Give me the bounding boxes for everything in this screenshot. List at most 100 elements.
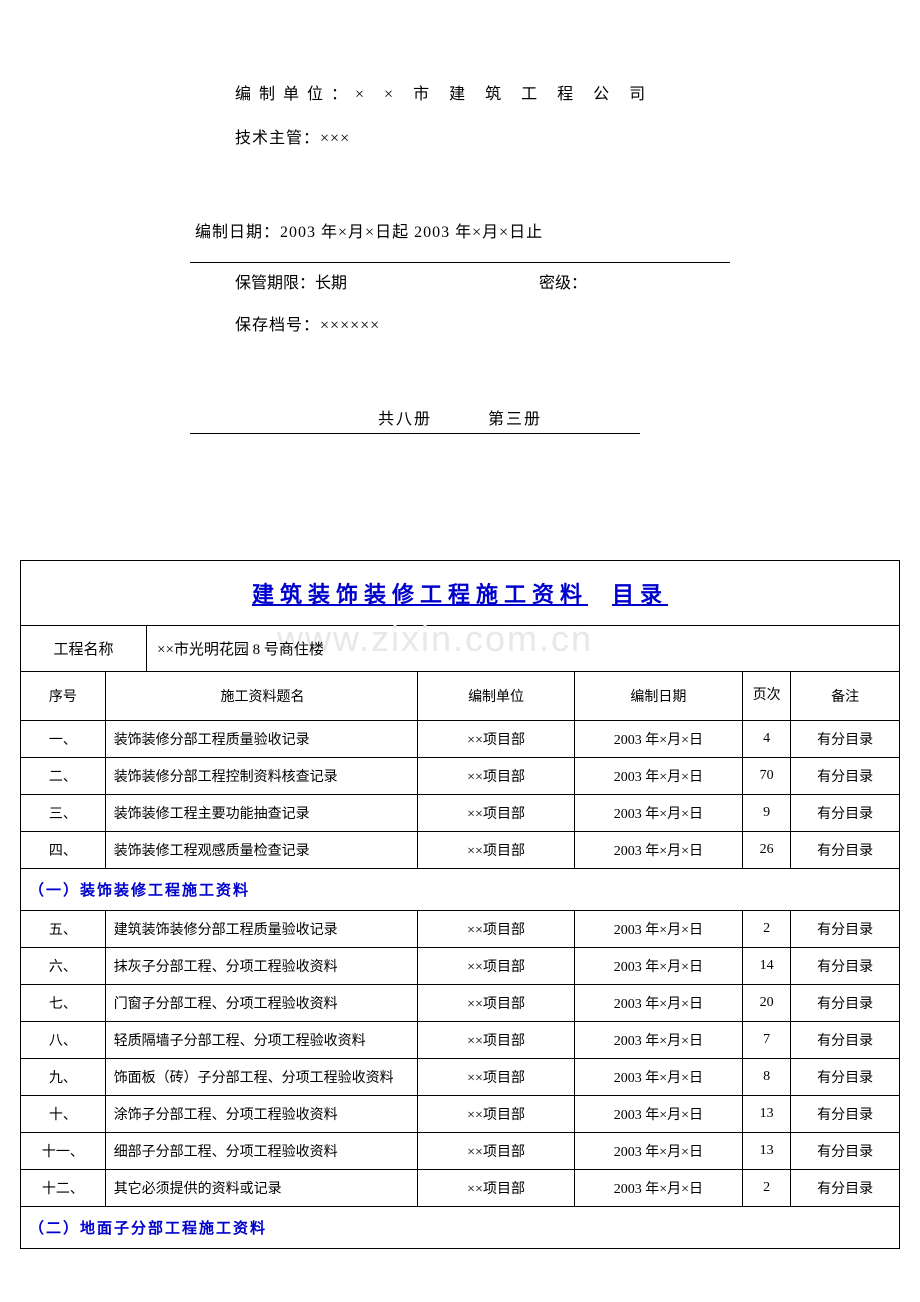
toc-table-container: 建筑装饰装修工程施工资料目录 工程名称 www.zixin.com.cn ××市… [20,560,900,1249]
cell: 十二、 [21,1170,105,1207]
cell: 七、 [21,985,105,1022]
cell: 有分目录 [791,721,899,758]
cell: 二、 [21,758,105,795]
table-row: 四、装饰装修工程观感质量检查记录××项目部2003 年×月×日26有分目录 [21,832,899,869]
cell: ××项目部 [418,1133,574,1170]
toc-title-a: 建筑装饰装修工程施工资料 [252,582,588,607]
compile-unit-value: × × 市 建 筑 工 程 公 司 [355,86,653,103]
cell: 建筑装饰装修分部工程质量验收记录 [105,911,418,948]
cell: ××项目部 [418,1059,574,1096]
section-row: （二）地面子分部工程施工资料 [21,1207,899,1249]
cell: 有分目录 [791,1170,899,1207]
cell: 装饰装修工程观感质量检查记录 [105,832,418,869]
cell: 三、 [21,795,105,832]
cell: 八、 [21,1022,105,1059]
cell: 26 [743,832,791,869]
table-row: 十、涂饰子分部工程、分项工程验收资料××项目部2003 年×月×日13有分目录 [21,1096,899,1133]
watermark: www.zixin.com.cn [277,618,593,660]
col-page: 页次 [743,672,791,721]
table-row: 十一、细部子分部工程、分项工程验收资料××项目部2003 年×月×日13有分目录 [21,1133,899,1170]
document-header: 编制单位：× × 市 建 筑 工 程 公 司 技术主管：××× 编制日期：200… [0,0,920,470]
section-label: （一）装饰装修工程施工资料 [21,869,899,911]
cell: 一、 [21,721,105,758]
cell: 装饰装修分部工程控制资料核查记录 [105,758,418,795]
cell: ××项目部 [418,795,574,832]
cell: 有分目录 [791,985,899,1022]
cell: 饰面板（砖）子分部工程、分项工程验收资料 [105,1059,418,1096]
cell: 2003 年×月×日 [574,721,742,758]
cell: 2 [743,1170,791,1207]
cell: 有分目录 [791,948,899,985]
cell: 有分目录 [791,1133,899,1170]
cell: 轻质隔墙子分部工程、分项工程验收资料 [105,1022,418,1059]
retention-label: 保管期限： [235,275,315,292]
table-row: 六、抹灰子分部工程、分项工程验收资料××项目部2003 年×月×日14有分目录 [21,948,899,985]
cell: 2 [743,911,791,948]
col-note: 备注 [791,672,899,721]
archive-no-value: ×××××× [320,317,380,334]
cell: 7 [743,1022,791,1059]
cell: 2003 年×月×日 [574,758,742,795]
cell: 有分目录 [791,758,899,795]
cell: 14 [743,948,791,985]
cell: ××项目部 [418,1096,574,1133]
divider [190,262,730,263]
cell: 20 [743,985,791,1022]
cell: 2003 年×月×日 [574,795,742,832]
compile-unit-label: 编制单位： [235,86,355,103]
cell: ××项目部 [418,1170,574,1207]
cell: ××项目部 [418,758,574,795]
cell: 涂饰子分部工程、分项工程验收资料 [105,1096,418,1133]
cell: 有分目录 [791,1059,899,1096]
cell: 2003 年×月×日 [574,1022,742,1059]
project-row: 工程名称 www.zixin.com.cn ××市光明花园 8 号商住楼 [21,625,899,671]
col-unit: 编制单位 [418,672,574,721]
cell: ××项目部 [418,721,574,758]
project-value: ××市光明花园 8 号商住楼 [157,642,324,658]
cell: ××项目部 [418,948,574,985]
table-row: 九、饰面板（砖）子分部工程、分项工程验收资料××项目部2003 年×月×日8有分… [21,1059,899,1096]
cell: 十、 [21,1096,105,1133]
compile-date-label: 编制日期： [195,224,280,241]
toc-title: 建筑装饰装修工程施工资料目录 [21,561,899,625]
cell: ××项目部 [418,832,574,869]
retention-value: 长期 [315,275,347,292]
section-label: （二）地面子分部工程施工资料 [21,1207,899,1249]
table-row: 十二、其它必须提供的资料或记录××项目部2003 年×月×日2有分目录 [21,1170,899,1207]
table-row: 二、装饰装修分部工程控制资料核查记录××项目部2003 年×月×日70有分目录 [21,758,899,795]
cell: ××项目部 [418,985,574,1022]
cell: 六、 [21,948,105,985]
cell: 13 [743,1096,791,1133]
cell: 九、 [21,1059,105,1096]
project-label: 工程名称 [21,626,147,671]
cell: 装饰装修工程主要功能抽查记录 [105,795,418,832]
tech-lead-label: 技术主管： [235,130,320,147]
cell: ××项目部 [418,1022,574,1059]
cell: 8 [743,1059,791,1096]
col-title: 施工资料题名 [105,672,418,721]
cell: 有分目录 [791,911,899,948]
cell: 4 [743,721,791,758]
retention-line: 保管期限：长期 密级： [95,269,825,293]
secrecy-label: 密级： [539,269,587,293]
col-date: 编制日期 [574,672,742,721]
col-seq: 序号 [21,672,105,721]
toc-header-row: 序号 施工资料题名 编制单位 编制日期 页次 备注 [21,672,899,721]
cell: 2003 年×月×日 [574,1059,742,1096]
volume-line: 共八册 第三册 [95,405,825,429]
toc-title-b: 目录 [612,582,668,607]
cell: 9 [743,795,791,832]
cell: ××项目部 [418,911,574,948]
divider [190,433,640,434]
table-row: 五、建筑装饰装修分部工程质量验收记录××项目部2003 年×月×日2有分目录 [21,911,899,948]
cell: 装饰装修分部工程质量验收记录 [105,721,418,758]
cell: 2003 年×月×日 [574,911,742,948]
cell: 有分目录 [791,832,899,869]
section-row: （一）装饰装修工程施工资料 [21,869,899,911]
cell: 门窗子分部工程、分项工程验收资料 [105,985,418,1022]
cell: 2003 年×月×日 [574,985,742,1022]
table-row: 一、装饰装修分部工程质量验收记录××项目部2003 年×月×日4有分目录 [21,721,899,758]
table-row: 八、轻质隔墙子分部工程、分项工程验收资料××项目部2003 年×月×日7有分目录 [21,1022,899,1059]
cell: 十一、 [21,1133,105,1170]
volume-total: 共八册 [378,405,432,429]
